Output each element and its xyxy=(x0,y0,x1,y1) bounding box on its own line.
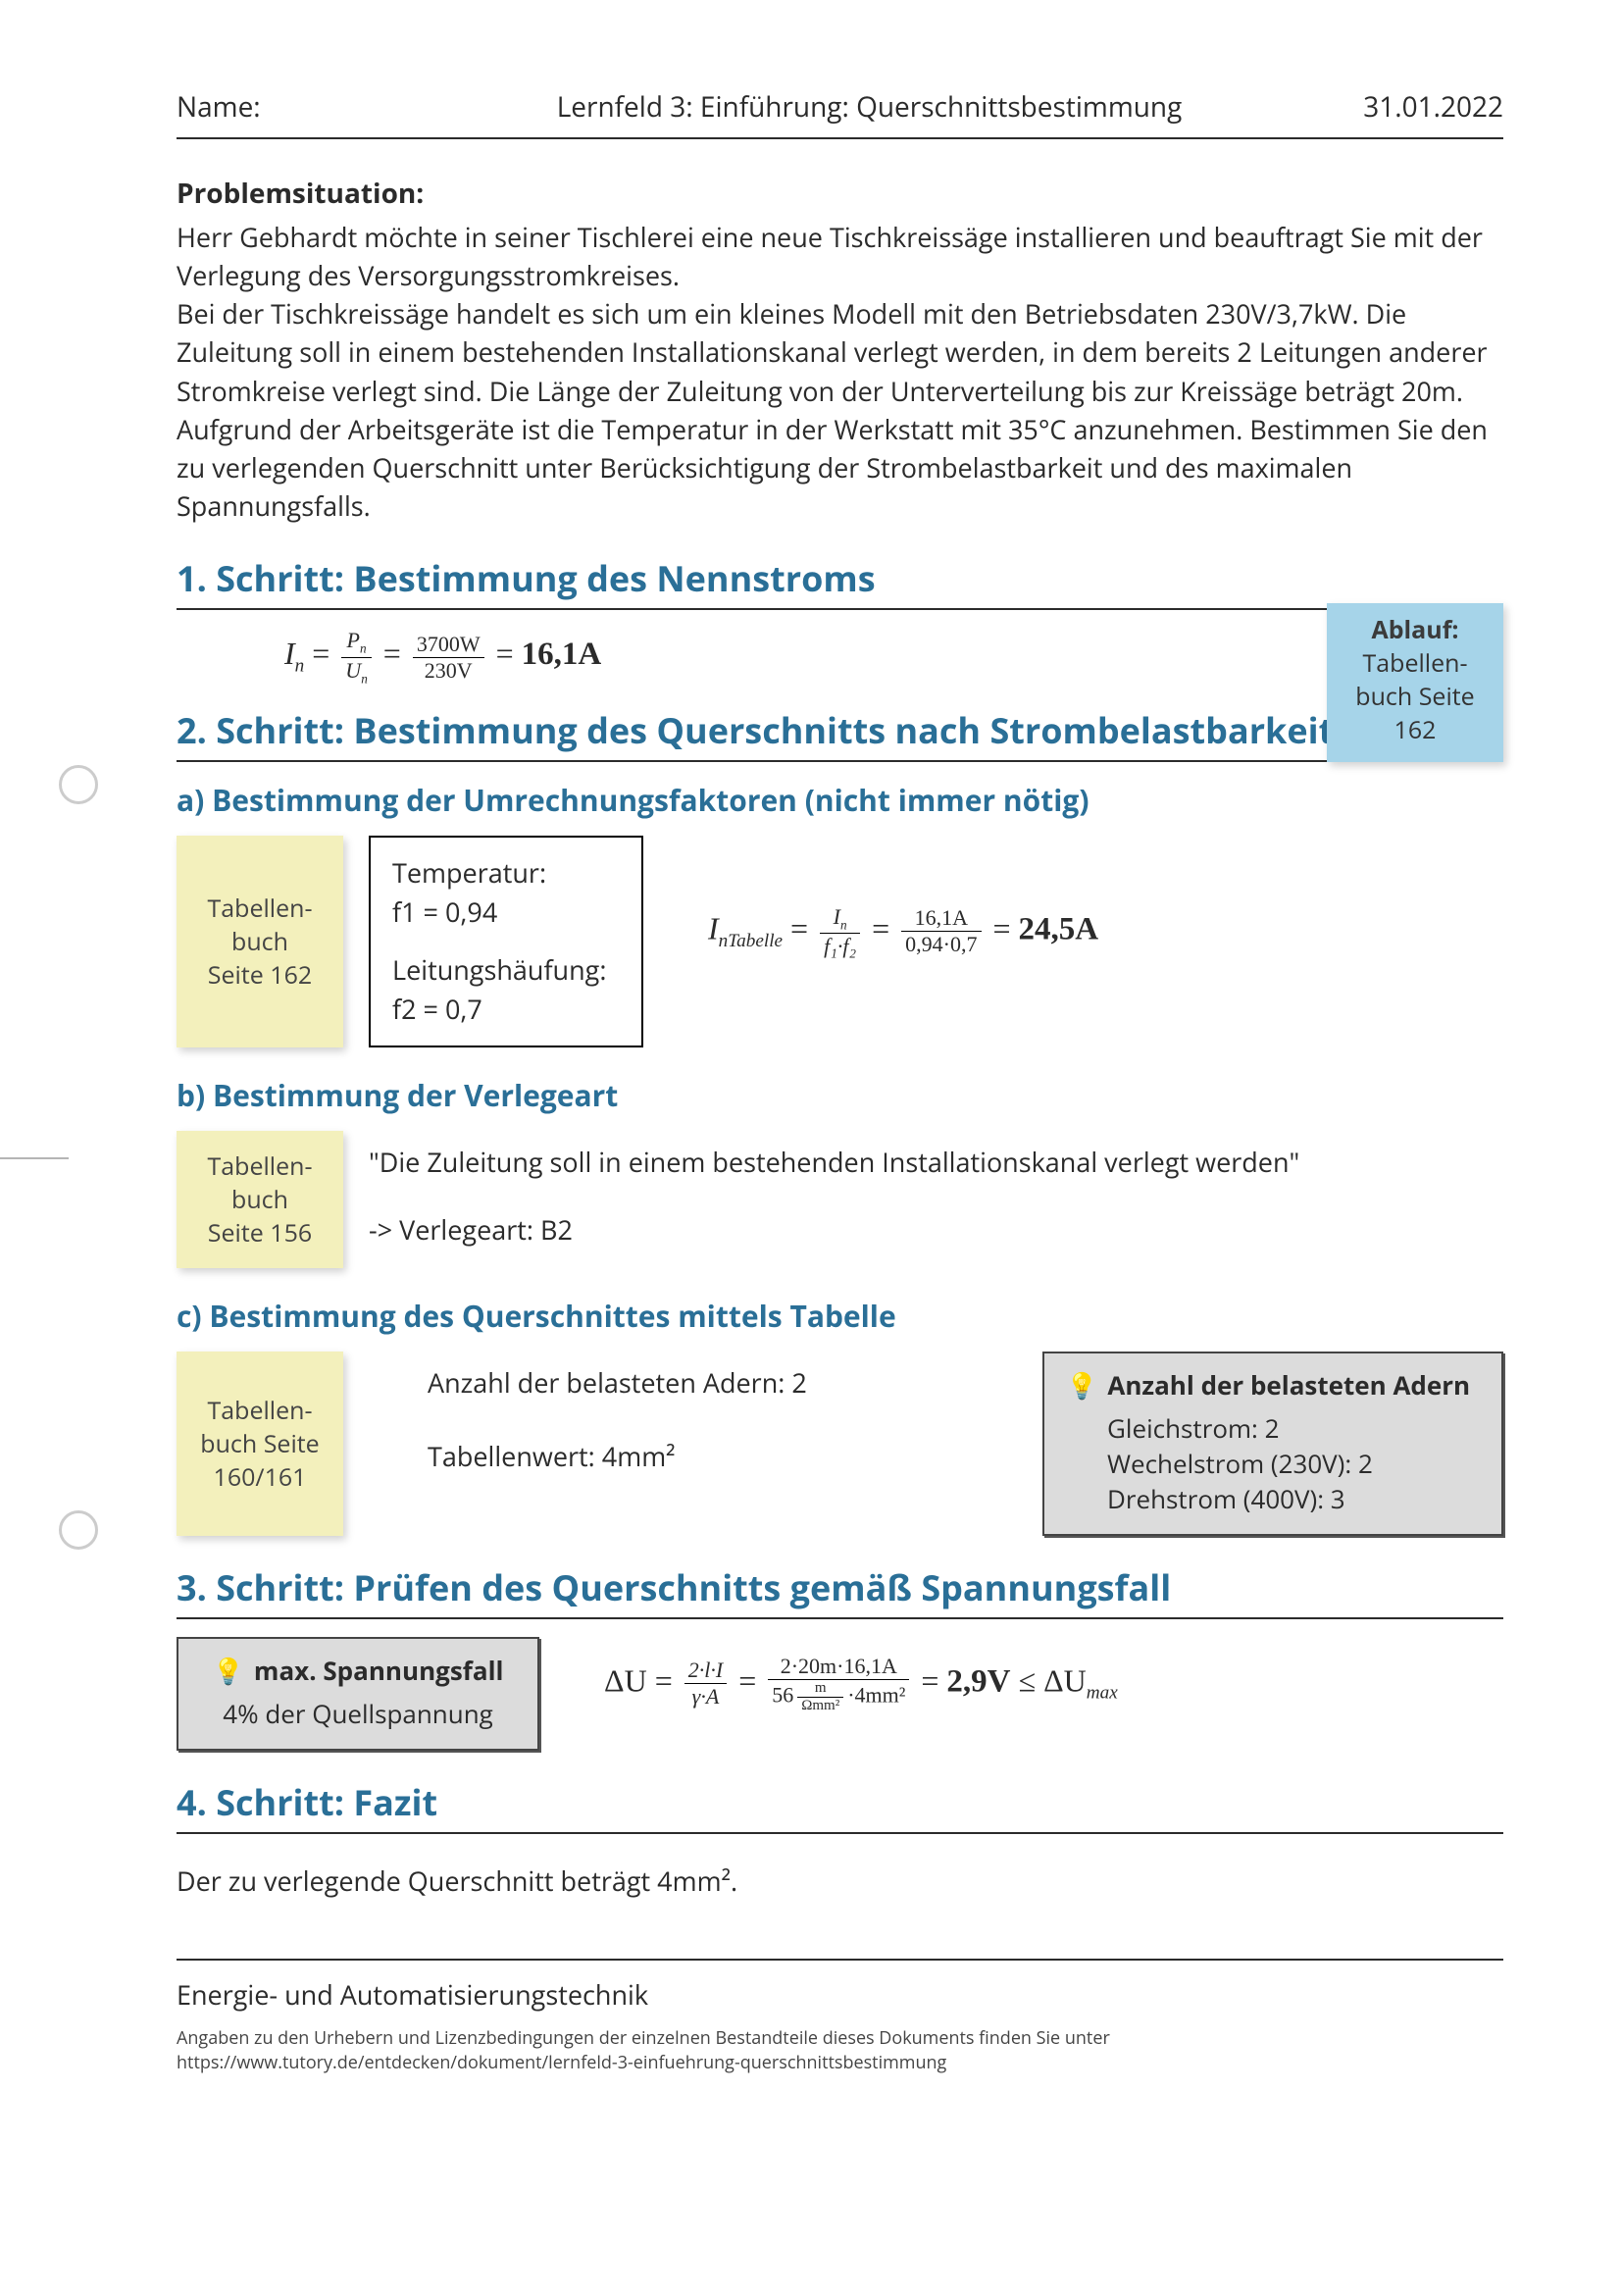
step2c-bulb-box: 💡 Anzahl der belasteten Adern Gleichstro… xyxy=(1042,1352,1503,1536)
problem-text: Herr Gebhardt möchte in seiner Tischlere… xyxy=(177,218,1503,525)
bulb-title: Anzahl der belasteten Adern xyxy=(1107,1367,1470,1403)
margin-mark xyxy=(0,1157,69,1159)
page-footer: Energie- und Automatisierungstechnik Ang… xyxy=(177,1959,1503,2075)
footer-small1: Angaben zu den Urhebern und Lizenzbeding… xyxy=(177,2026,1503,2051)
step4-text: Der zu verlegende Querschnitt beträgt 4m… xyxy=(177,1862,1503,1900)
problem-heading: Problemsituation: xyxy=(177,175,1503,212)
ablauf-text: Tabellen- buch Seite 162 xyxy=(1333,646,1497,746)
bulb-line: Gleichstrom: 2 xyxy=(1107,1410,1480,1446)
step2a-formula: InTabelle = Inf₁·f₂ = 16,1A0,94·0,7 = 24… xyxy=(669,904,1503,959)
f1-value: f1 = 0,94 xyxy=(392,893,620,933)
step3-heading: 3. Schritt: Prüfen des Querschnitts gemä… xyxy=(177,1563,1503,1619)
verlegeart-result: -> Verlegeart: B2 xyxy=(369,1206,1503,1254)
footer-small2: https://www.tutory.de/entdecken/dokument… xyxy=(177,2051,1503,2075)
punch-hole xyxy=(59,1510,98,1550)
lightbulb-icon: 💡 xyxy=(1066,1367,1097,1403)
tabellenwert: Tabellenwert: 4mm² xyxy=(428,1433,1017,1481)
step2a-factor-box: Temperatur: f1 = 0,94 Leitungshäufung: f… xyxy=(369,836,643,1047)
step2a-heading: a) Bestimmung der Umrechnungsfaktoren (n… xyxy=(177,780,1503,820)
bulb-line: Drehstrom (400V): 3 xyxy=(1107,1481,1480,1516)
step1-heading: 1. Schritt: Bestimmung des Nennstroms xyxy=(177,554,1503,610)
footer-main: Energie- und Automatisierungstechnik xyxy=(177,1976,1503,2013)
step2a-row: Tabellen- buch Seite 162 Temperatur: f1 … xyxy=(177,836,1503,1047)
bulb-line: Wechelstrom (230V): 2 xyxy=(1107,1446,1480,1481)
temp-label: Temperatur: xyxy=(392,853,620,893)
page-header: Name: Lernfeld 3: Einführung: Querschnit… xyxy=(177,88,1503,139)
haeufung-label: Leitungshäufung: xyxy=(392,950,620,991)
step3-row: 💡 max. Spannungsfall 4% der Quellspannun… xyxy=(177,1637,1503,1751)
step2c-heading: c) Bestimmung des Querschnittes mittels … xyxy=(177,1296,1503,1336)
page-date: 31.01.2022 xyxy=(1307,88,1503,126)
page-title: Lernfeld 3: Einführung: Querschnittsbest… xyxy=(431,88,1307,126)
step2c-sticky: Tabellen- buch Seite 160/161 xyxy=(177,1352,343,1536)
step2-heading: 2. Schritt: Bestimmung des Querschnitts … xyxy=(177,706,1503,762)
step2a-sticky: Tabellen- buch Seite 162 xyxy=(177,836,343,1047)
bulb-title: max. Spannungsfall xyxy=(254,1653,504,1688)
f2-value: f2 = 0,7 xyxy=(392,990,620,1030)
lightbulb-icon: 💡 xyxy=(213,1653,244,1688)
ablauf-title: Ablauf: xyxy=(1333,613,1497,646)
step2b-sticky: Tabellen- buch Seite 156 xyxy=(177,1131,343,1268)
step2b-heading: b) Bestimmung der Verlegeart xyxy=(177,1075,1503,1115)
step2c-row: Tabellen- buch Seite 160/161 Anzahl der … xyxy=(177,1352,1503,1536)
punch-hole xyxy=(59,765,98,804)
bulb-sub: 4% der Quellspannung xyxy=(200,1696,516,1731)
verlegeart-quote: "Die Zuleitung soll in einem bestehenden… xyxy=(369,1139,1503,1187)
name-label: Name: xyxy=(177,88,431,126)
adern-count: Anzahl der belasteten Adern: 2 xyxy=(428,1359,1017,1407)
step2b-row: Tabellen- buch Seite 156 "Die Zuleitung … xyxy=(177,1131,1503,1268)
step1-formula: In = PnUn = 3700W230V = 16,1A xyxy=(177,628,1503,687)
step3-formula: ΔU = 2·l·Iγ·A = 2·20m·16,1A 56mΩmm²·4mm²… xyxy=(565,1654,1503,1714)
step3-bulb-box: 💡 max. Spannungsfall 4% der Quellspannun… xyxy=(177,1637,539,1751)
step4-heading: 4. Schritt: Fazit xyxy=(177,1778,1503,1834)
ablauf-sticky: Ablauf: Tabellen- buch Seite 162 xyxy=(1327,603,1503,762)
step2c-values: Anzahl der belasteten Adern: 2 Tabellenw… xyxy=(369,1352,1017,1536)
step2b-text: "Die Zuleitung soll in einem bestehenden… xyxy=(369,1131,1503,1268)
